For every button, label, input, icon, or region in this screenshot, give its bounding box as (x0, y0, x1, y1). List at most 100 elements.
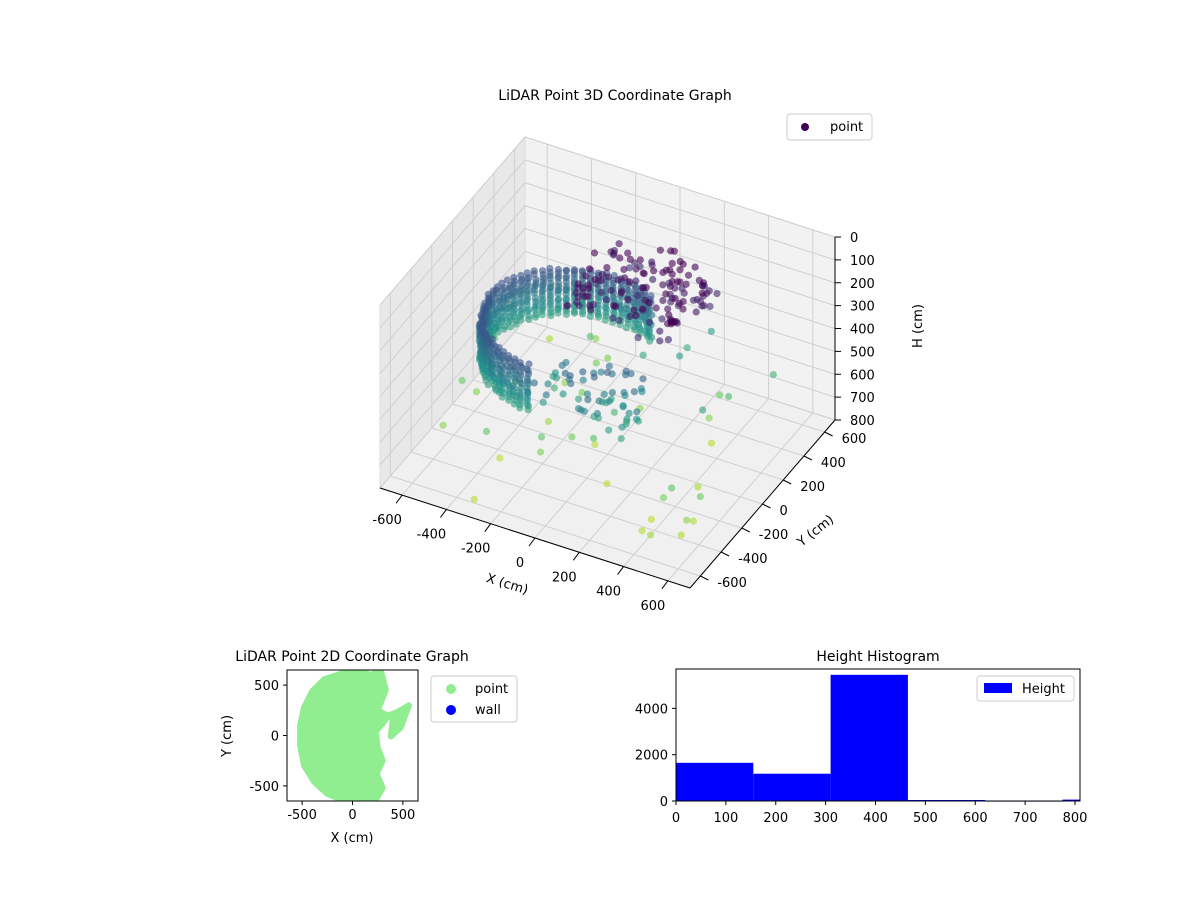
chart-3d-point (603, 368, 612, 376)
chart-3d-point (624, 296, 632, 304)
chart-3d-point (578, 267, 586, 275)
chart-3d-point (684, 271, 693, 279)
chart-3d-point (554, 309, 562, 317)
chart-3d-point (472, 388, 481, 396)
chart-3d-point (609, 292, 617, 300)
chart-2d: LiDAR Point 2D Coordinate Graph -500 0 500… (220, 649, 518, 846)
grid-line-z-back (524, 205, 836, 307)
chart-2d-y-tick-label: 500 (254, 679, 279, 694)
chart-2d-x-tick-label: -500 (287, 808, 317, 823)
z-tick-label: 0 (850, 231, 858, 246)
chart-3d-point (668, 270, 676, 278)
chart-3d-point (615, 240, 623, 248)
chart-3d-point (585, 265, 594, 273)
histogram-x-tick-label: 200 (763, 811, 788, 826)
chart-3d-point (510, 400, 518, 408)
chart-3d-point (585, 285, 593, 293)
chart-3d-point (633, 292, 642, 300)
chart-3d-point (586, 332, 594, 340)
histogram-y-tick-label: 4000 (635, 702, 668, 717)
chart-3d-point (597, 368, 605, 376)
chart-3d-point (439, 421, 447, 429)
chart-3d-point (638, 305, 647, 313)
chart-3d-point (705, 414, 713, 422)
grid-line-z-left (379, 182, 526, 352)
chart-3d-point (500, 284, 508, 292)
chart-3d-point (621, 274, 629, 282)
chart-2d-legend: point wall (430, 675, 518, 723)
chart-3d-point (607, 248, 615, 256)
chart-3d-point (691, 263, 699, 271)
chart-3d-point (496, 454, 504, 462)
chart-3d-point (602, 309, 610, 317)
chart-3d-point (615, 316, 623, 324)
grid-line-z-left (379, 136, 526, 306)
chart-3d-point (584, 396, 592, 404)
x-tick-label: -200 (461, 542, 491, 557)
chart-3d-point (516, 388, 524, 396)
chart-3d-point (659, 268, 667, 277)
chart-3d-point (544, 380, 552, 388)
chart-2d-points (297, 670, 412, 801)
chart-3d-point (689, 517, 697, 525)
chart-3d-point (537, 433, 546, 441)
grid-line-y-floor (452, 403, 763, 505)
chart-3d-point (620, 265, 628, 274)
chart-3d-point (679, 305, 687, 313)
chart-3d-point (536, 448, 545, 456)
chart-3d-point (625, 409, 633, 417)
chart-3d-point (662, 290, 670, 298)
histogram-frame (675, 668, 1081, 802)
z-tick-label: 200 (850, 277, 875, 292)
grid-line-z-back (524, 228, 836, 329)
chart-3d-point (498, 368, 506, 376)
chart-3d-point (627, 370, 635, 378)
chart-3d-point (574, 405, 583, 413)
chart-3d-point (699, 406, 707, 414)
chart-3d-zlabel: H (cm) (911, 304, 926, 348)
chart-3d-point (608, 388, 617, 397)
chart-3d-point (595, 397, 603, 405)
chart-3d-point (601, 303, 610, 311)
chart-3d-point (523, 387, 531, 395)
y-tick-mark (720, 551, 730, 557)
x-tick-label: 400 (596, 585, 621, 600)
chart-3d-point (632, 265, 640, 273)
chart-3d-point (506, 291, 514, 299)
chart-3d-point (668, 484, 676, 492)
chart-3d-point (518, 276, 526, 284)
grid-line-z-left (379, 228, 526, 397)
y-tick-mark (782, 479, 792, 485)
chart-3d-point (639, 375, 647, 383)
chart-3d-point (603, 296, 611, 304)
chart-3d-point (539, 286, 547, 294)
y-tick-mark (803, 455, 813, 461)
chart-3d-point (698, 289, 706, 297)
grid-line-z-back (524, 182, 836, 284)
histogram-x-tick-label: 500 (913, 811, 938, 826)
chart-3d-point (524, 286, 532, 294)
chart-3d-point (624, 249, 632, 257)
chart-3d-point (670, 247, 679, 255)
chart-3d-point (512, 285, 520, 293)
y-tick-label: -400 (738, 552, 768, 567)
chart-3d-point (470, 495, 478, 503)
grid-line-y-floor (493, 355, 805, 457)
chart-3d-point (633, 408, 641, 416)
y-tick-mark (700, 575, 709, 581)
chart-3d-point (676, 278, 684, 286)
histogram-bar (1062, 799, 1080, 801)
chart-3d-point (518, 298, 526, 306)
chart-3d-point (769, 371, 777, 379)
chart-3d-point (562, 272, 571, 280)
chart-3d-point (671, 294, 679, 303)
z-tick-label: 400 (850, 323, 875, 338)
chart-3d-point (547, 308, 555, 317)
chart-3d-point (497, 387, 505, 395)
histogram-legend: Height (976, 675, 1075, 702)
chart-3d-point (509, 362, 517, 370)
chart-3d-point (603, 264, 611, 272)
chart-3d-point (478, 362, 486, 370)
chart-3d-point (555, 286, 563, 294)
chart-3d-point (566, 372, 574, 380)
